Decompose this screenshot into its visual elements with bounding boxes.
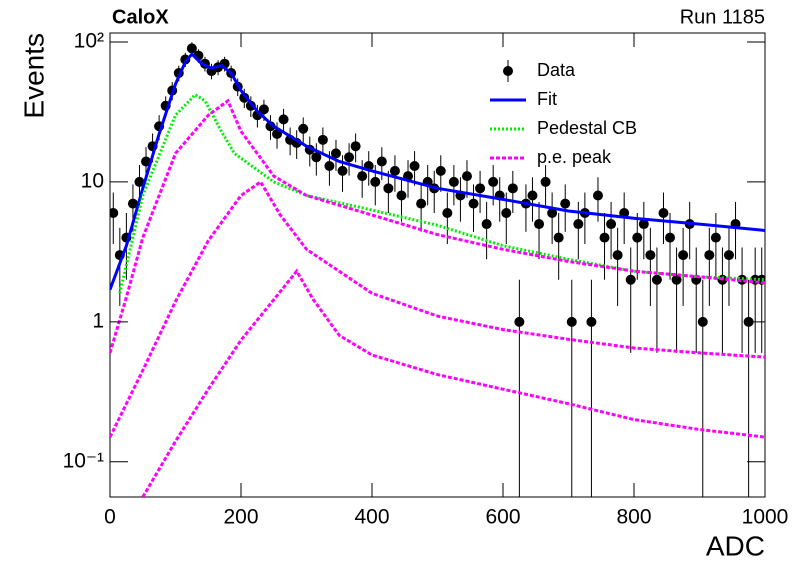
fit-curve bbox=[118, 92, 765, 294]
data-point bbox=[592, 190, 603, 201]
fit-curve bbox=[141, 268, 765, 497]
data-point bbox=[127, 198, 138, 209]
data-point bbox=[527, 190, 538, 201]
data-point bbox=[344, 152, 355, 163]
data-point bbox=[704, 250, 715, 261]
data-point bbox=[514, 316, 525, 327]
fit-curve bbox=[110, 179, 765, 438]
data-point bbox=[638, 219, 649, 230]
data-point bbox=[468, 198, 479, 209]
legend-label: Data bbox=[537, 60, 576, 80]
chart-subtitle: Run 1185 bbox=[680, 6, 765, 28]
x-tick-label: 600 bbox=[485, 506, 520, 529]
data-point bbox=[475, 183, 486, 194]
data-point bbox=[645, 250, 656, 261]
x-tick-label: 800 bbox=[616, 506, 651, 529]
data-point bbox=[573, 219, 584, 230]
data-point bbox=[376, 156, 387, 167]
fit-curve bbox=[110, 51, 765, 291]
data-point bbox=[186, 43, 197, 54]
data-point bbox=[110, 207, 119, 218]
data-point bbox=[488, 176, 499, 187]
data-point bbox=[357, 171, 368, 182]
data-point bbox=[534, 219, 545, 230]
legend-marker bbox=[503, 66, 513, 76]
data-point bbox=[141, 156, 152, 167]
chart-title: CaloX bbox=[112, 6, 169, 28]
data-point bbox=[625, 274, 636, 285]
data-point bbox=[435, 165, 446, 176]
data-point bbox=[547, 207, 558, 218]
x-tick-label: 400 bbox=[354, 506, 389, 529]
data-point bbox=[383, 183, 394, 194]
data-point bbox=[134, 176, 145, 187]
data-point bbox=[540, 176, 551, 187]
x-tick-label: 0 bbox=[104, 506, 116, 529]
data-point bbox=[599, 232, 610, 243]
data-point bbox=[416, 198, 427, 209]
data-point bbox=[350, 141, 361, 152]
data-point bbox=[723, 250, 734, 261]
data-point bbox=[553, 232, 564, 243]
data-point bbox=[396, 190, 407, 201]
data-point bbox=[481, 219, 492, 230]
data-point bbox=[258, 104, 269, 115]
data-point bbox=[409, 160, 420, 171]
data-point bbox=[697, 316, 708, 327]
data-point bbox=[671, 274, 682, 285]
y-axis-title: Events bbox=[18, 33, 49, 119]
data-point bbox=[665, 232, 676, 243]
data-point bbox=[370, 176, 381, 187]
data-point bbox=[501, 207, 512, 218]
y-tick-label: 10⁻¹ bbox=[63, 449, 104, 472]
legend-label: Fit bbox=[537, 89, 557, 109]
data-point bbox=[651, 274, 662, 285]
data-point bbox=[658, 207, 669, 218]
data-point bbox=[632, 232, 643, 243]
legend-label: Pedestal CB bbox=[537, 118, 637, 138]
data-point bbox=[560, 198, 571, 209]
data-point bbox=[612, 250, 623, 261]
plot-frame bbox=[109, 32, 766, 498]
data-point bbox=[330, 148, 341, 159]
legend-label: p.e. peak bbox=[537, 147, 612, 167]
x-tick-label: 200 bbox=[223, 506, 258, 529]
data-point bbox=[710, 232, 721, 243]
plot-area bbox=[110, 42, 765, 497]
data-point bbox=[389, 165, 400, 176]
fit-curve bbox=[110, 98, 765, 354]
data-point bbox=[461, 171, 472, 182]
data-point bbox=[442, 207, 453, 218]
data-point bbox=[298, 123, 309, 134]
data-point bbox=[606, 219, 617, 230]
data-point bbox=[311, 152, 322, 163]
x-tick-label: 1000 bbox=[742, 506, 789, 529]
legend: Data Fit Pedestal CB p.e. peak bbox=[490, 60, 637, 167]
y-tick-label: 1 bbox=[92, 309, 104, 332]
y-tick-label: 10 bbox=[81, 169, 104, 192]
x-axis-title: ADC bbox=[706, 530, 765, 561]
data-point bbox=[507, 183, 518, 194]
data-point bbox=[566, 316, 577, 327]
data-point bbox=[586, 316, 597, 327]
data-point bbox=[337, 165, 348, 176]
data-point bbox=[278, 114, 289, 125]
data-point bbox=[678, 250, 689, 261]
data-point bbox=[317, 134, 328, 145]
data-point bbox=[448, 176, 459, 187]
y-tick-label: 10² bbox=[74, 30, 104, 53]
data-point bbox=[324, 160, 335, 171]
